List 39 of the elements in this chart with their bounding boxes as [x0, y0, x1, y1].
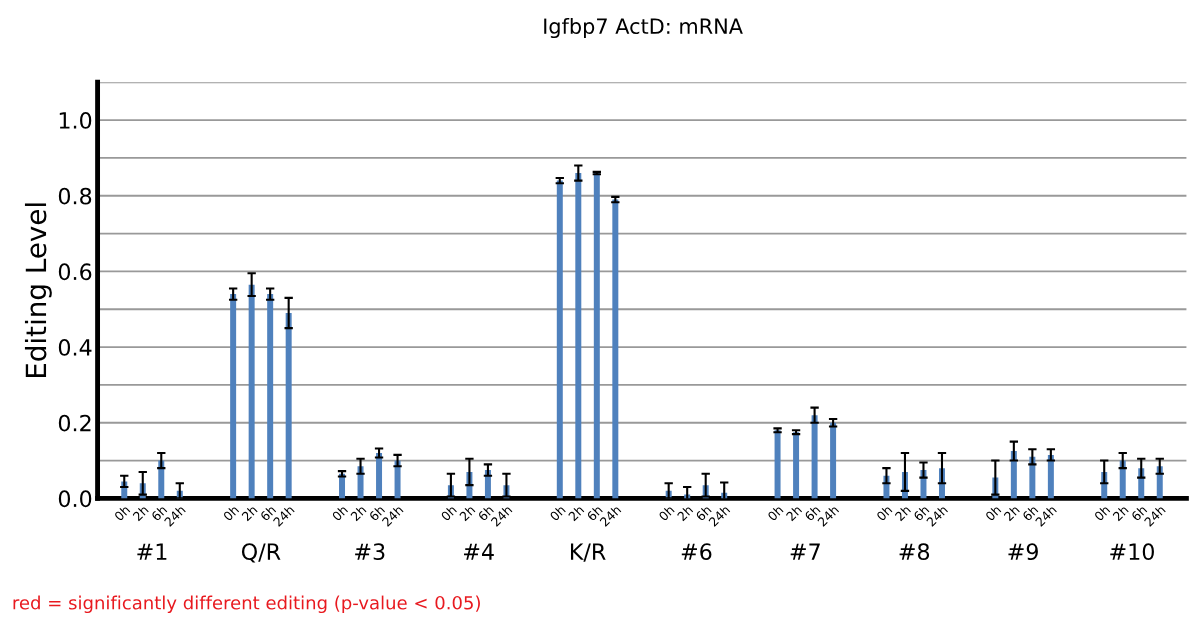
- text: 0h: [767, 504, 784, 522]
- y-tick-label: 1.0: [59, 112, 92, 129]
- text: 2h: [785, 504, 803, 522]
- y-tick-label: 0.0: [58, 490, 92, 508]
- text: 0h: [440, 504, 457, 522]
- text: 2h: [1112, 504, 1129, 522]
- x-tick-label: #9: [1008, 543, 1038, 561]
- x-tick-label: #10: [1110, 543, 1154, 561]
- x-tick-label: K/R: [570, 543, 606, 562]
- text: 2h: [1003, 504, 1020, 522]
- text: 0h: [658, 504, 675, 522]
- text: 2h: [894, 504, 911, 522]
- text: 2h: [676, 504, 694, 522]
- text: 0h: [549, 504, 566, 522]
- text: 2h: [132, 504, 149, 522]
- x-tick-label: #3: [355, 543, 385, 561]
- text: 0h: [331, 504, 348, 522]
- text: 0h: [113, 504, 131, 522]
- x-tick-label: #4: [464, 543, 494, 560]
- text: 0h: [984, 504, 1002, 522]
- x-tick-label: #6: [681, 543, 712, 561]
- x-tick-label: Q/R: [241, 543, 281, 563]
- x-tick-label: #7: [790, 543, 820, 560]
- text: 0h: [875, 504, 893, 522]
- y-tick-label: 0.2: [58, 414, 91, 432]
- text: 2h: [459, 504, 476, 522]
- text: 2h: [567, 504, 585, 522]
- text: red = significantly different editing (p-value < 0.05): [13, 595, 480, 614]
- y-axis-title: Editing Level: [24, 203, 52, 378]
- text: 2h: [350, 504, 367, 522]
- y-tick-label: 0.4: [58, 339, 92, 356]
- x-tick-label: #8: [899, 543, 930, 561]
- y-tick-label: 0.6: [58, 263, 92, 281]
- x-tick-label: #1: [137, 543, 167, 560]
- text: 0h: [222, 504, 240, 522]
- y-tick-label: 0.8: [58, 187, 92, 205]
- chart-title: Igfbp7 ActD: mRNA: [544, 17, 743, 39]
- text: 2h: [241, 504, 258, 522]
- text: 0h: [1093, 504, 1111, 522]
